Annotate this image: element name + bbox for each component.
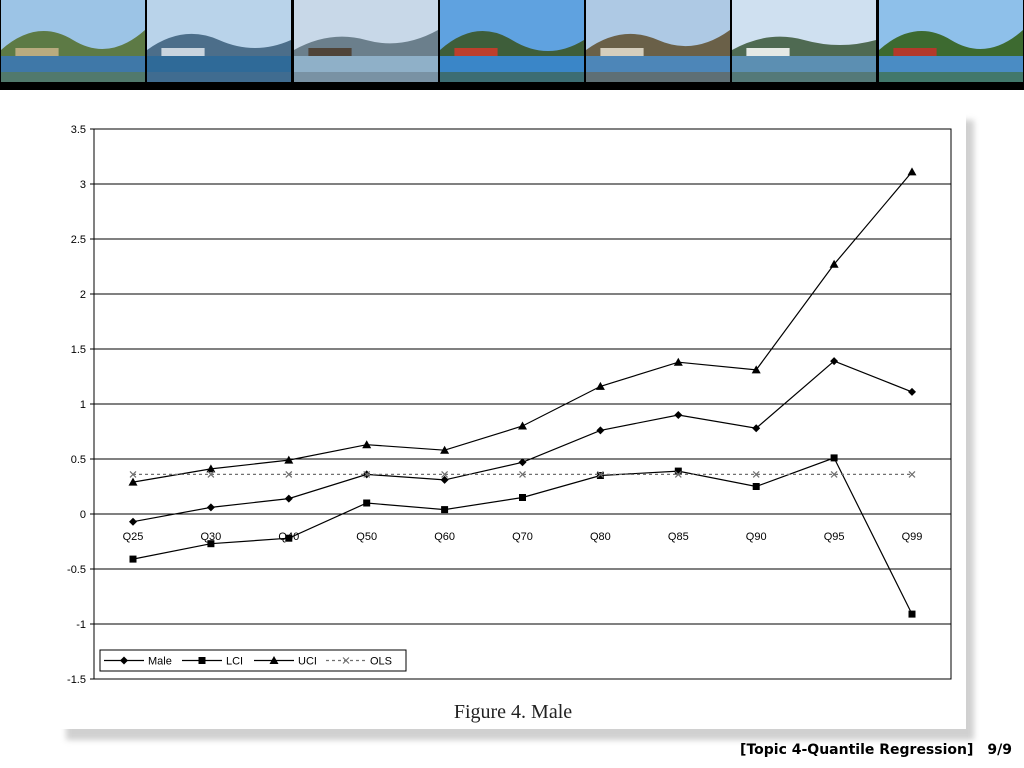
data-point-lci bbox=[908, 610, 916, 618]
x-tick-label: Q90 bbox=[746, 531, 767, 543]
y-tick-label: 1.5 bbox=[71, 344, 86, 356]
data-point-male bbox=[518, 458, 527, 467]
photo-banner bbox=[0, 0, 1024, 90]
lakeside-promenade-photo bbox=[293, 0, 438, 82]
data-point-lci bbox=[363, 499, 371, 507]
data-point-ols bbox=[830, 470, 838, 478]
data-point-ols bbox=[363, 470, 371, 478]
data-point-male bbox=[752, 424, 761, 433]
data-point-male bbox=[830, 357, 839, 366]
data-point-uci bbox=[595, 381, 605, 390]
data-point-ols bbox=[441, 470, 449, 478]
data-point-male bbox=[129, 517, 137, 526]
data-point-uci bbox=[128, 477, 138, 486]
x-tick-label: Q30 bbox=[201, 531, 222, 543]
data-point-uci bbox=[751, 365, 761, 374]
data-point-uci bbox=[673, 357, 683, 366]
y-tick-label: 3 bbox=[80, 179, 86, 191]
y-tick-label: 3.5 bbox=[71, 124, 86, 136]
data-point-ols bbox=[752, 470, 760, 478]
series-male bbox=[129, 357, 916, 526]
data-point-uci bbox=[284, 455, 294, 464]
data-point-uci bbox=[440, 445, 450, 454]
x-tick-label: Q50 bbox=[356, 531, 377, 543]
alpine-valley-photo bbox=[732, 0, 877, 82]
y-tick-label: 2 bbox=[80, 289, 86, 301]
data-point-lci bbox=[674, 467, 682, 475]
series-uci bbox=[128, 167, 917, 486]
series-lci bbox=[129, 454, 916, 618]
x-tick-label: Q99 bbox=[902, 531, 923, 543]
legend-label-lci: LCI bbox=[226, 656, 243, 668]
legend-marker-male bbox=[120, 656, 128, 665]
data-point-ols bbox=[596, 470, 604, 478]
legend-label-uci: UCI bbox=[298, 656, 317, 668]
legend-marker-ols bbox=[342, 657, 350, 664]
slide-footer: [Topic 4-Quantile Regression] 9/9 bbox=[740, 742, 1012, 758]
data-point-uci bbox=[362, 440, 372, 449]
data-point-uci bbox=[206, 464, 216, 473]
data-point-lci bbox=[752, 483, 760, 490]
y-tick-label: -0.5 bbox=[67, 564, 86, 576]
y-tick-label: 0 bbox=[80, 509, 86, 521]
park-bench-photo bbox=[878, 0, 1023, 82]
flower-garden-photo bbox=[439, 0, 584, 82]
data-point-uci bbox=[907, 167, 917, 176]
data-point-lci bbox=[129, 555, 137, 563]
data-point-male bbox=[908, 387, 916, 396]
hilltop-village-photo bbox=[1, 0, 145, 82]
mountain-lake-photo bbox=[586, 0, 731, 82]
y-tick-label: -1.5 bbox=[67, 674, 86, 686]
quantile-regression-chart: 3.532.521.510.50-0.5-1-1.5Q25Q30Q40Q50Q6… bbox=[67, 124, 952, 686]
x-tick-label: Q60 bbox=[434, 531, 455, 543]
data-point-lci bbox=[441, 506, 449, 514]
y-tick-label: 1 bbox=[80, 399, 86, 411]
data-point-uci bbox=[829, 259, 839, 268]
data-point-male bbox=[440, 475, 449, 484]
y-tick-label: -1 bbox=[76, 619, 86, 631]
data-point-lci bbox=[519, 494, 526, 501]
data-point-lci bbox=[285, 534, 293, 542]
data-point-ols bbox=[285, 470, 293, 478]
data-point-male bbox=[596, 426, 605, 435]
x-tick-label: Q85 bbox=[668, 531, 689, 543]
y-tick-label: 0.5 bbox=[71, 454, 86, 466]
legend-marker-uci bbox=[269, 656, 279, 664]
figure-caption: Figure 4. Male bbox=[453, 701, 573, 723]
x-tick-label: Q25 bbox=[123, 531, 144, 543]
series-ols bbox=[129, 470, 916, 478]
lake-city-photo bbox=[147, 0, 292, 82]
x-tick-label: Q95 bbox=[824, 531, 845, 543]
legend-label-male: Male bbox=[148, 656, 172, 668]
legend: Male LCI UCI OLS bbox=[99, 649, 407, 672]
data-point-lci bbox=[207, 540, 215, 548]
page-number: 9/9 bbox=[987, 742, 1012, 758]
data-point-ols bbox=[674, 470, 682, 478]
x-tick-label: Q80 bbox=[590, 531, 611, 543]
x-tick-label: Q70 bbox=[512, 531, 533, 543]
legend-box bbox=[99, 649, 407, 672]
legend-label-ols: OLS bbox=[370, 656, 392, 668]
data-point-ols bbox=[519, 470, 526, 478]
data-point-ols bbox=[207, 470, 215, 478]
data-point-uci bbox=[518, 421, 527, 430]
y-tick-label: 2.5 bbox=[71, 234, 86, 246]
data-point-lci bbox=[830, 454, 838, 462]
footer-topic: [Topic 4-Quantile Regression] bbox=[740, 742, 974, 758]
data-point-male bbox=[284, 494, 293, 503]
data-point-male bbox=[674, 411, 683, 419]
data-point-ols bbox=[908, 470, 916, 478]
legend-marker-lci bbox=[198, 657, 206, 664]
data-point-lci bbox=[596, 472, 604, 479]
data-point-male bbox=[206, 503, 215, 512]
figure-panel: 3.532.521.510.50-0.5-1-1.5Q25Q30Q40Q50Q6… bbox=[60, 113, 966, 729]
data-point-ols bbox=[129, 470, 137, 478]
